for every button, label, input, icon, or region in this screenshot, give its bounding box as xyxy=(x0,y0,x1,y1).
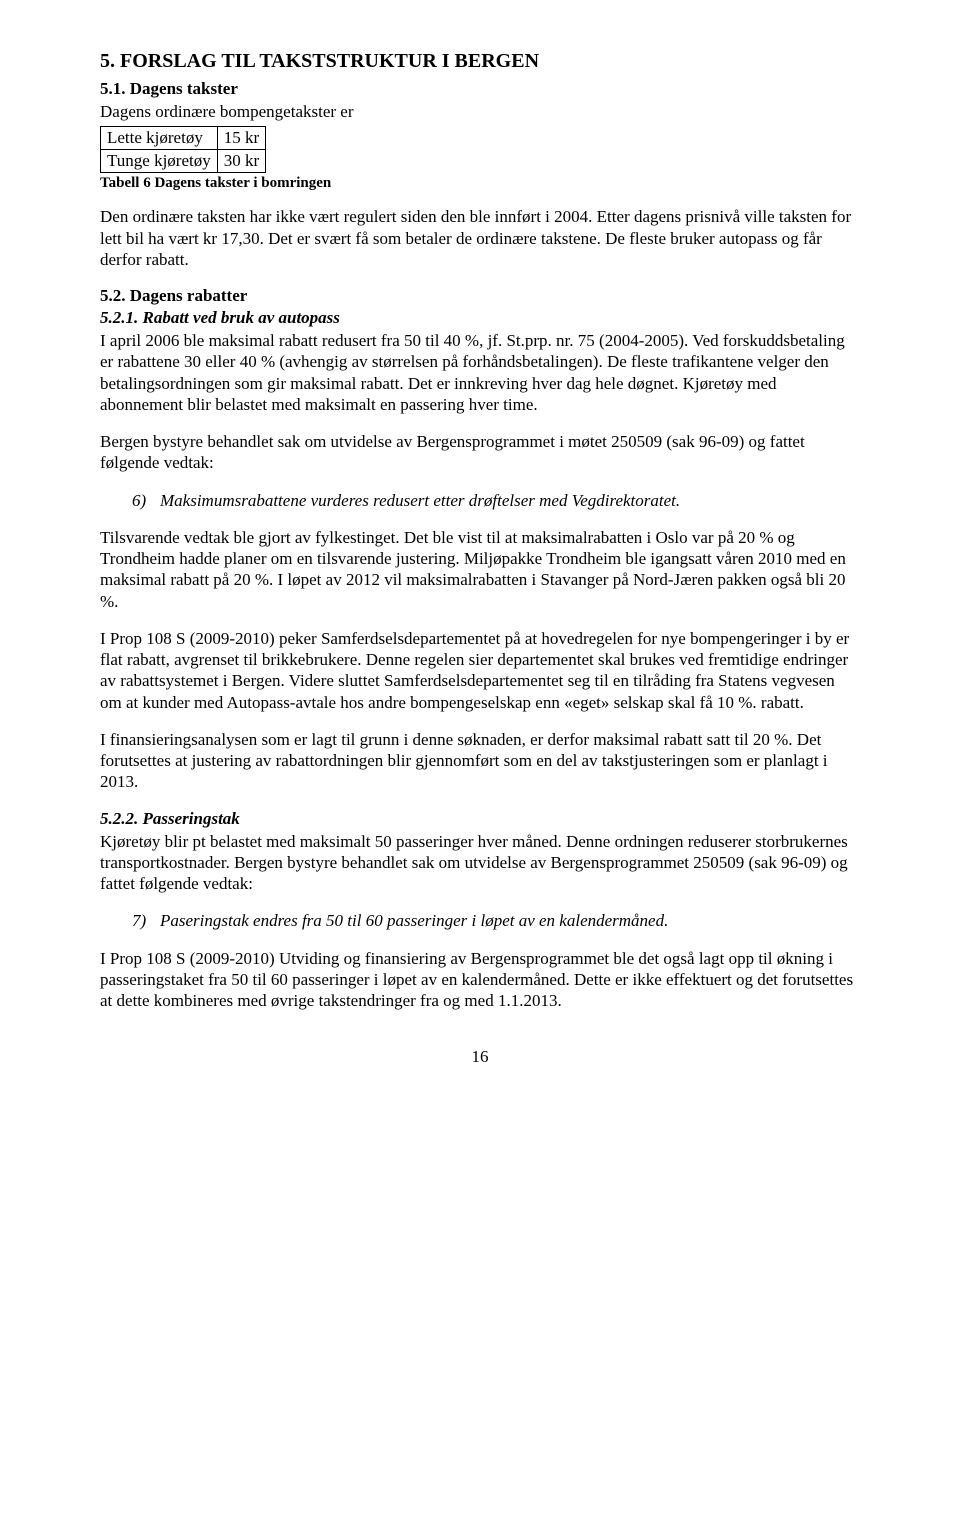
table-row: Lette kjøretøy 15 kr xyxy=(101,127,266,150)
document-page: 5. FORSLAG TIL TAKSTSTRUKTUR I BERGEN 5.… xyxy=(0,0,960,1107)
list-marker: 7) xyxy=(132,910,160,931)
paragraph: Den ordinære taksten har ikke vært regul… xyxy=(100,206,860,270)
numbered-list: 7) Paseringstak endres fra 50 til 60 pas… xyxy=(100,910,860,931)
table-cell: 30 kr xyxy=(217,150,265,173)
paragraph: Kjøretøy blir pt belastet med maksimalt … xyxy=(100,831,860,895)
paragraph: I Prop 108 S (2009-2010) peker Samferdse… xyxy=(100,628,860,713)
page-number: 16 xyxy=(100,1047,860,1067)
heading-5: 5. FORSLAG TIL TAKSTSTRUKTUR I BERGEN xyxy=(100,50,860,73)
paragraph: Dagens ordinære bompengetakster er xyxy=(100,101,860,122)
list-marker: 6) xyxy=(132,490,160,511)
numbered-list: 6) Maksimumsrabattene vurderes redusert … xyxy=(100,490,860,511)
table-cell: Lette kjøretøy xyxy=(101,127,218,150)
table-6-caption: Tabell 6 Dagens takster i bomringen xyxy=(100,175,860,192)
heading-5-2-2: 5.2.2. Passeringstak xyxy=(100,809,860,829)
list-text: Maksimumsrabattene vurderes redusert ett… xyxy=(160,490,680,511)
list-item: 7) Paseringstak endres fra 50 til 60 pas… xyxy=(132,910,860,931)
heading-5-text: 5. FORSLAG TIL TAKSTSTRUKTUR I BERGEN xyxy=(100,50,539,72)
paragraph: I finansieringsanalysen som er lagt til … xyxy=(100,729,860,793)
paragraph: I Prop 108 S (2009-2010) Utviding og fin… xyxy=(100,948,860,1012)
heading-5-2: 5.2. Dagens rabatter xyxy=(100,286,860,306)
table-row: Tunge kjøretøy 30 kr xyxy=(101,150,266,173)
list-item: 6) Maksimumsrabattene vurderes redusert … xyxy=(132,490,860,511)
heading-5-2-1: 5.2.1. Rabatt ved bruk av autopass xyxy=(100,308,860,328)
paragraph: Tilsvarende vedtak ble gjort av fylkesti… xyxy=(100,527,860,612)
table-6: Lette kjøretøy 15 kr Tunge kjøretøy 30 k… xyxy=(100,126,266,173)
paragraph: Bergen bystyre behandlet sak om utvidels… xyxy=(100,431,860,474)
list-text: Paseringstak endres fra 50 til 60 passer… xyxy=(160,910,668,931)
heading-5-1: 5.1. Dagens takster xyxy=(100,79,860,99)
table-cell: Tunge kjøretøy xyxy=(101,150,218,173)
table-cell: 15 kr xyxy=(217,127,265,150)
paragraph: I april 2006 ble maksimal rabatt reduser… xyxy=(100,330,860,415)
